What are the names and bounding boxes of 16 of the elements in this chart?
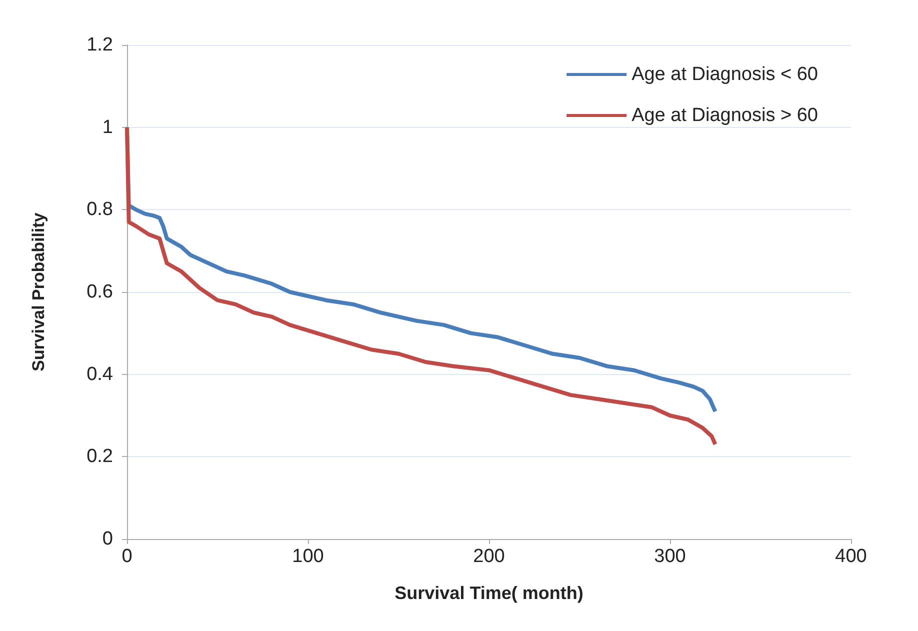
y-axis-title: Survival Probability	[29, 212, 48, 372]
y-tick-label: 0.2	[86, 446, 113, 468]
y-tick-label: 0	[102, 528, 113, 550]
x-tick-label: 400	[835, 546, 867, 567]
x-tick-label: 100	[292, 546, 324, 567]
y-tick-label: 0.4	[86, 364, 114, 385]
legend-label: Age at Diagnosis > 60	[632, 105, 818, 126]
x-tick-label: 200	[473, 546, 505, 567]
x-axis-title: Survival Time( month)	[394, 583, 584, 603]
y-tick-label: 1	[102, 116, 113, 138]
y-tick-label: 0.6	[86, 282, 113, 302]
x-tick-label: 300	[654, 546, 686, 567]
x-tick-label: 0	[122, 546, 132, 567]
legend-label: Age at Diagnosis < 60	[632, 64, 818, 85]
y-tick-label: 0.8	[86, 199, 113, 220]
y-tick-label: 1.2	[86, 34, 113, 56]
